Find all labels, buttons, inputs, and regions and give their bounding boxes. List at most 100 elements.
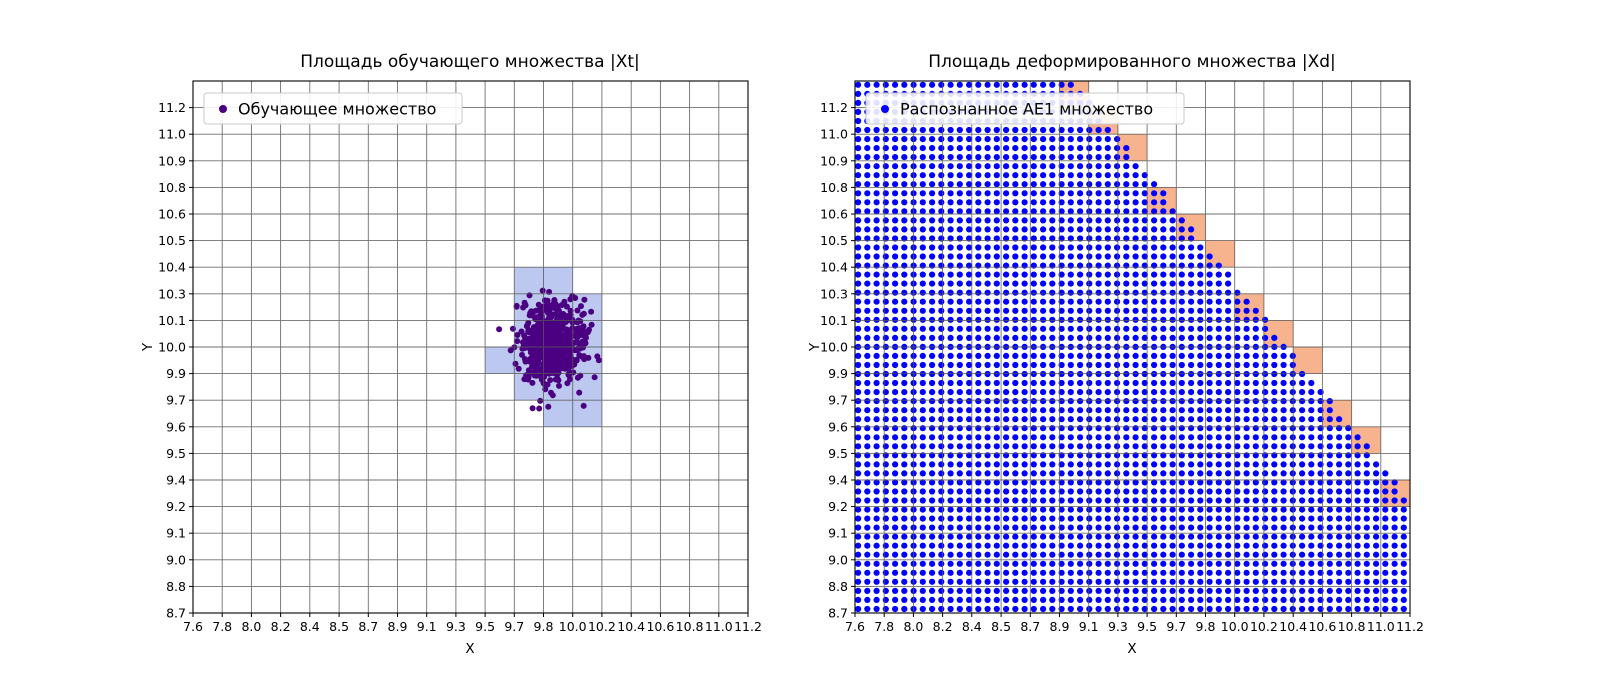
lattice-dot [1058, 551, 1065, 558]
lattice-dot [919, 578, 926, 585]
lattice-dot [1280, 596, 1287, 604]
lattice-dot [1123, 461, 1130, 468]
lattice-dot [1021, 434, 1028, 441]
lattice-dot [975, 163, 982, 170]
lattice-dot [966, 289, 973, 296]
lattice-dot [1363, 560, 1370, 567]
lattice-dot [1188, 235, 1195, 242]
lattice-dot [1141, 352, 1148, 359]
lattice-dot [1040, 560, 1047, 567]
lattice-dot [919, 434, 926, 441]
lattice-dot [1123, 316, 1130, 323]
lattice-dot [1040, 126, 1047, 134]
lattice-dot [882, 461, 889, 468]
lattice-dot [1215, 262, 1222, 269]
lattice-dot [1151, 307, 1158, 314]
y-tick-label: 10.3 [158, 286, 186, 301]
lattice-dot [1067, 325, 1074, 332]
lattice-dot [1058, 181, 1065, 188]
lattice-dot [1040, 443, 1047, 450]
lattice-dot [1169, 389, 1176, 396]
lattice-dot [984, 352, 991, 359]
lattice-dot [1040, 208, 1047, 215]
lattice-dot [892, 533, 899, 540]
lattice-dot [1206, 551, 1213, 558]
lattice-dot [1040, 280, 1047, 287]
lattice-dot [1095, 136, 1102, 143]
lattice-dot [1197, 470, 1204, 477]
lattice-dot [1095, 154, 1102, 161]
lattice-dot [1206, 524, 1213, 531]
lattice-dot [1262, 497, 1269, 504]
lattice-dot [938, 578, 945, 585]
lattice-dot [864, 126, 871, 134]
scatter-point [522, 358, 529, 365]
lattice-dot [993, 443, 1000, 450]
lattice-dot [938, 461, 945, 468]
lattice-dot [855, 488, 862, 495]
lattice-dot [1151, 407, 1158, 414]
lattice-dot [1067, 154, 1074, 161]
lattice-dot [882, 361, 889, 369]
lattice-dot [1243, 434, 1250, 441]
grid-layer [854, 81, 1411, 614]
lattice-dot [966, 461, 973, 468]
lattice-dot [919, 235, 926, 242]
lattice-dot [1280, 560, 1287, 567]
lattice-dot [1030, 398, 1037, 405]
lattice-dot [1252, 398, 1259, 405]
lattice-dot [1132, 488, 1139, 495]
lattice-dot [919, 289, 926, 296]
lattice-dot [855, 90, 862, 97]
lattice-dot [1123, 551, 1130, 558]
lattice-dot [1104, 145, 1111, 152]
lattice-dot [1123, 208, 1130, 215]
lattice-dot [1067, 253, 1074, 260]
lattice-dot [1012, 235, 1019, 242]
lattice-dot [1141, 172, 1148, 179]
lattice-dot [1104, 578, 1111, 585]
lattice-dot [1095, 470, 1102, 477]
lattice-dot [1132, 217, 1139, 224]
lattice-dot [984, 524, 991, 531]
lattice-dot [855, 99, 862, 106]
lattice-dot [864, 181, 871, 188]
lattice-dot [873, 271, 880, 278]
lattice-dot [938, 506, 945, 513]
lattice-dot [1067, 551, 1074, 558]
lattice-dot [947, 325, 954, 332]
lattice-dot [1141, 443, 1148, 450]
lattice-dot [929, 578, 936, 585]
lattice-dot [1299, 587, 1306, 595]
scatter-point [547, 377, 554, 384]
lattice-dot [1382, 560, 1389, 567]
lattice-dot [1123, 416, 1130, 423]
lattice-dot [1243, 461, 1250, 468]
lattice-dot [855, 443, 862, 450]
lattice-dot [1114, 560, 1121, 567]
y-tick-label: 9.9 [166, 366, 186, 381]
lattice-dot [1160, 389, 1167, 396]
lattice-dot [1271, 605, 1278, 613]
lattice-dot [1095, 389, 1102, 396]
lattice-dot [1141, 398, 1148, 405]
lattice-dot [1141, 533, 1148, 540]
lattice-dot [1215, 506, 1222, 513]
scatter-point [546, 309, 553, 316]
scatter-point [560, 311, 567, 317]
lattice-dot [1114, 569, 1121, 576]
lattice-dot [1345, 434, 1352, 441]
lattice-dot [1400, 551, 1407, 558]
lattice-dot [1095, 190, 1102, 197]
lattice-dot [1280, 551, 1287, 558]
lattice-dot [864, 208, 871, 215]
lattice-dot [1169, 461, 1176, 468]
lattice-dot [1225, 334, 1232, 341]
lattice-dot [938, 434, 945, 441]
lattice-dot [956, 316, 963, 323]
lattice-dot [1058, 361, 1065, 369]
lattice-dot [1391, 506, 1398, 513]
lattice-dot [1354, 560, 1361, 567]
lattice-dot [1169, 515, 1176, 522]
lattice-dot [938, 199, 945, 206]
